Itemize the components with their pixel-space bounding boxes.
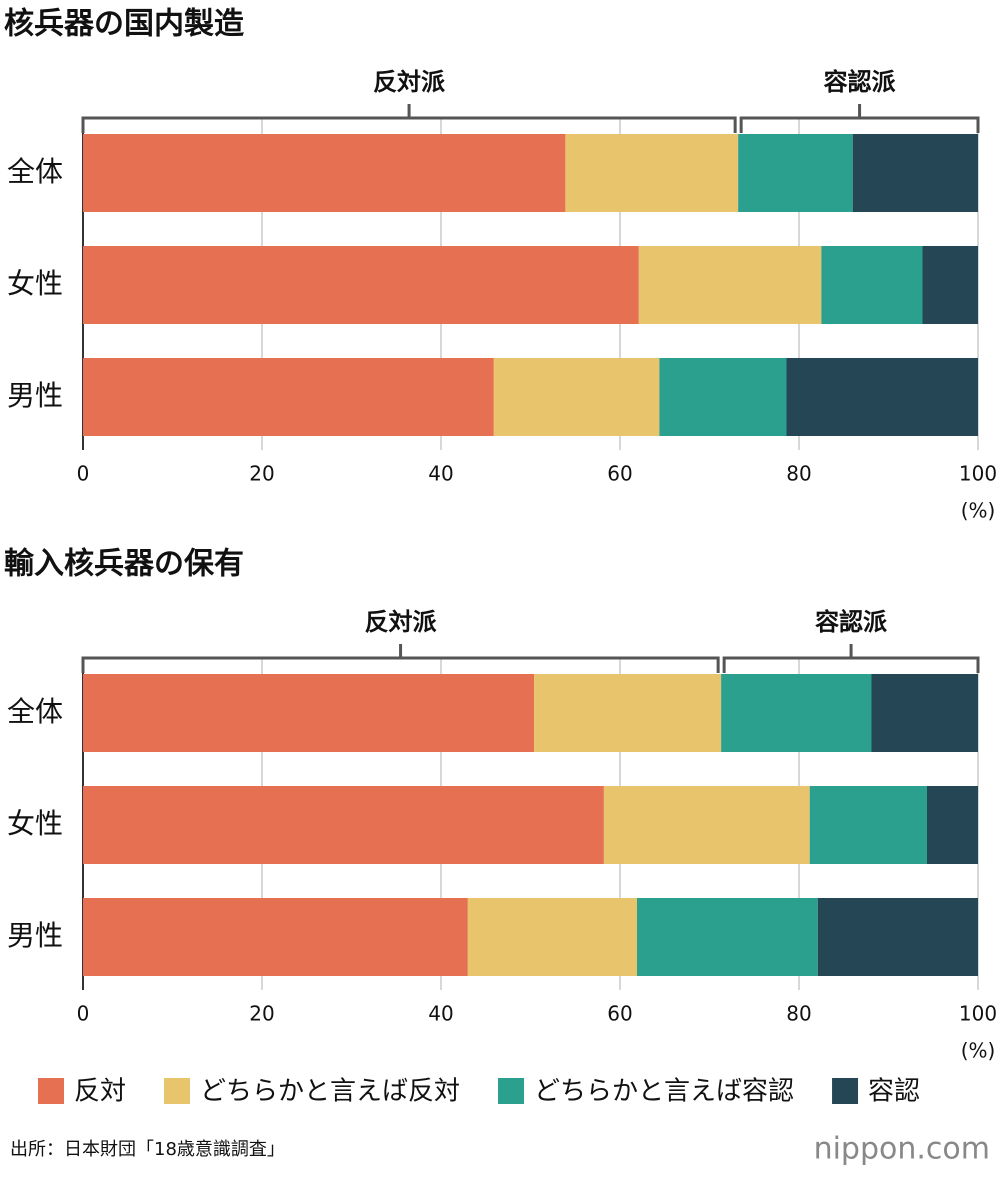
- bar-segment: [638, 246, 822, 324]
- x-tick-label: 20: [249, 1002, 274, 1026]
- bar-segment: [603, 786, 810, 864]
- x-tick-label: 40: [428, 462, 453, 486]
- bar-segment: [467, 898, 638, 976]
- legend-label: どちらかと言えば容認: [534, 1077, 794, 1107]
- chart-title: 輸入核兵器の保有: [4, 547, 244, 582]
- source: 出所：日本財団「18歳意識調査」: [10, 1139, 285, 1160]
- category-label: 女性: [7, 807, 63, 840]
- x-tick-label: 0: [77, 1002, 90, 1026]
- legend-swatch: [164, 1078, 191, 1104]
- x-tick-label: 40: [428, 1002, 453, 1026]
- bar-segment: [871, 674, 978, 752]
- bar-segment: [786, 358, 978, 436]
- bracket: [722, 644, 980, 673]
- bracket: [81, 104, 737, 133]
- bracket-label: 反対派: [365, 608, 437, 636]
- legend-swatch: [832, 1078, 859, 1104]
- bracket-label: 容認派: [824, 68, 896, 96]
- x-tick-label: 100: [959, 1002, 997, 1026]
- category-label: 全体: [7, 155, 63, 188]
- x-tick-label: 80: [786, 462, 811, 486]
- bar-segment: [809, 786, 927, 864]
- bar-segment: [83, 674, 535, 752]
- bar-segment: [817, 898, 978, 976]
- bar-segment: [83, 134, 566, 212]
- x-unit: (%): [961, 1039, 996, 1063]
- category-label: 全体: [7, 695, 63, 728]
- bar-segment: [738, 134, 853, 212]
- category-label: 男性: [7, 379, 63, 412]
- legend-label: 容認: [868, 1077, 920, 1107]
- legend-label: どちらかと言えば反対: [200, 1077, 460, 1107]
- bar-segment: [83, 898, 468, 976]
- x-tick-label: 100: [959, 462, 997, 486]
- bar-segment: [565, 134, 739, 212]
- x-tick-label: 0: [77, 462, 90, 486]
- x-tick-label: 80: [786, 1002, 811, 1026]
- bracket-label: 反対派: [373, 68, 445, 96]
- bar-segment: [637, 898, 818, 976]
- bar-segment: [83, 358, 494, 436]
- bar-segment: [721, 674, 872, 752]
- bar-segment: [659, 358, 787, 436]
- bracket: [739, 104, 980, 133]
- x-tick-label: 60: [607, 1002, 632, 1026]
- chart-title: 核兵器の国内製造: [4, 7, 244, 42]
- category-label: 女性: [7, 267, 63, 300]
- x-tick-label: 20: [249, 462, 274, 486]
- legend-swatch: [498, 1078, 525, 1104]
- x-unit: (%): [961, 499, 996, 523]
- logo: nippon.com: [814, 1132, 990, 1167]
- x-tick-label: 60: [607, 462, 632, 486]
- bar-segment: [852, 134, 978, 212]
- bar-segment: [534, 674, 722, 752]
- category-label: 男性: [7, 919, 63, 952]
- bracket: [81, 644, 720, 673]
- bracket-label: 容認派: [815, 608, 887, 636]
- bar-segment: [922, 246, 978, 324]
- bar-segment: [493, 358, 660, 436]
- bar-segment: [821, 246, 923, 324]
- legend-label: 反対: [74, 1077, 126, 1107]
- bar-segment: [83, 246, 639, 324]
- bar-segment: [926, 786, 978, 864]
- legend-swatch: [38, 1078, 64, 1104]
- bar-segment: [83, 786, 604, 864]
